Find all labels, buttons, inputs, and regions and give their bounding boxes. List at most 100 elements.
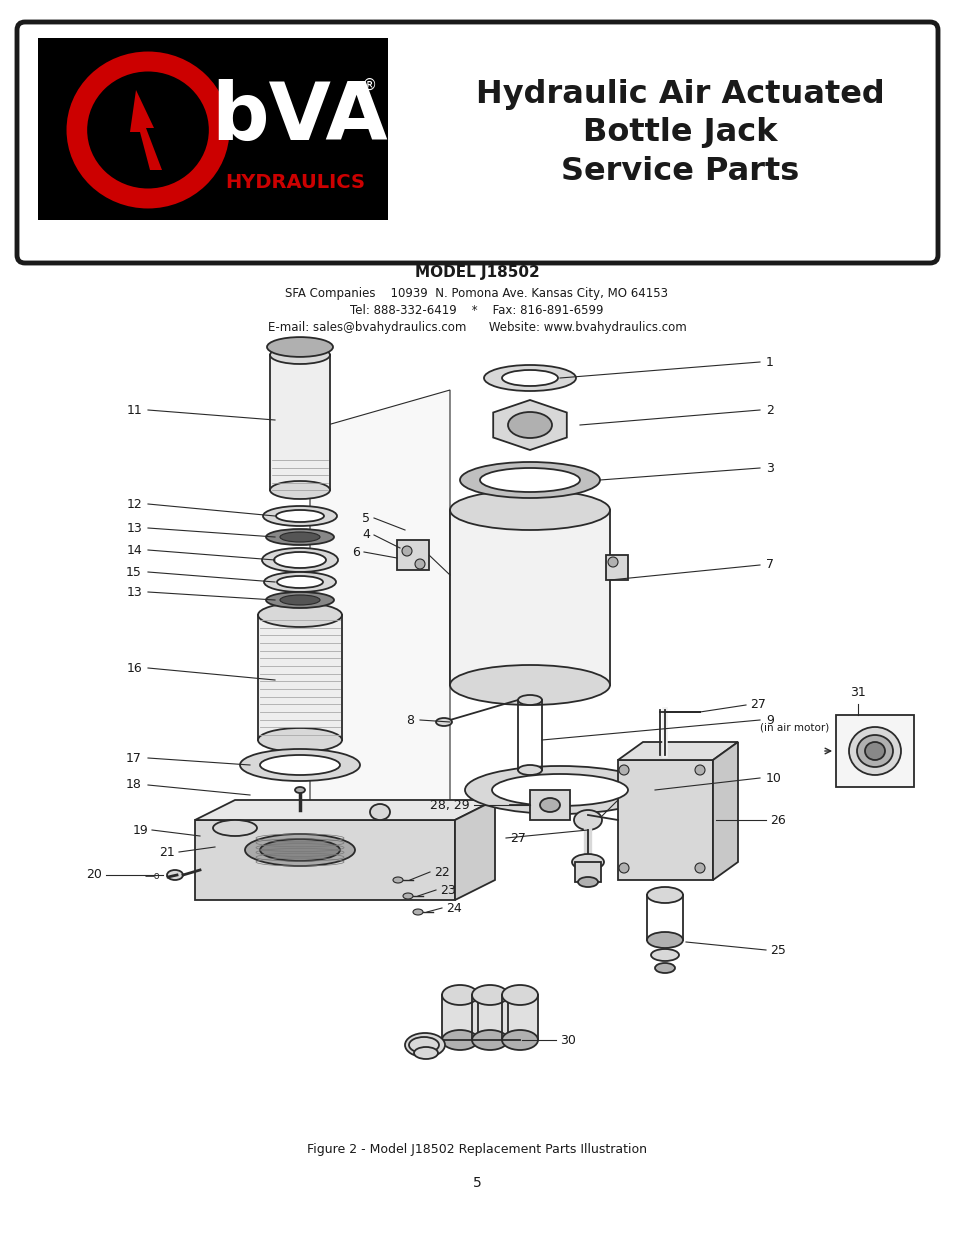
Ellipse shape [415, 559, 424, 569]
Text: bVA: bVA [212, 79, 388, 157]
Text: 15: 15 [126, 566, 142, 578]
Ellipse shape [501, 1030, 537, 1050]
Text: 24: 24 [446, 902, 461, 914]
Ellipse shape [436, 718, 452, 726]
Text: 4: 4 [362, 529, 370, 541]
Text: SFA Companies    10939  N. Pomona Ave. Kansas City, MO 64153: SFA Companies 10939 N. Pomona Ave. Kansa… [285, 287, 668, 300]
Ellipse shape [260, 755, 339, 776]
Ellipse shape [483, 366, 576, 391]
Text: 30: 30 [559, 1034, 576, 1046]
Ellipse shape [572, 853, 603, 869]
Ellipse shape [450, 664, 609, 705]
Polygon shape [194, 800, 495, 820]
Bar [835, 715, 913, 787]
Polygon shape [501, 995, 537, 1040]
Polygon shape [441, 995, 477, 1040]
Ellipse shape [459, 462, 599, 498]
Ellipse shape [260, 839, 339, 861]
Text: 11: 11 [126, 404, 142, 416]
Ellipse shape [517, 764, 541, 776]
Ellipse shape [402, 893, 413, 899]
Ellipse shape [607, 557, 618, 567]
Ellipse shape [276, 576, 323, 588]
Text: 2: 2 [765, 404, 773, 416]
Ellipse shape [280, 532, 319, 542]
Text: 3: 3 [765, 462, 773, 474]
Text: 23: 23 [439, 883, 456, 897]
Ellipse shape [280, 595, 319, 605]
Polygon shape [472, 995, 507, 1040]
Text: 27: 27 [510, 831, 525, 845]
FancyBboxPatch shape [17, 22, 937, 263]
Polygon shape [618, 742, 738, 760]
Polygon shape [257, 615, 341, 740]
Ellipse shape [370, 804, 390, 820]
Ellipse shape [240, 748, 359, 781]
Ellipse shape [294, 787, 305, 793]
Text: 10: 10 [765, 772, 781, 784]
Ellipse shape [472, 1030, 507, 1050]
Ellipse shape [167, 869, 183, 881]
Ellipse shape [655, 963, 675, 973]
Text: MODEL J18502: MODEL J18502 [415, 264, 538, 279]
Ellipse shape [263, 506, 336, 526]
Ellipse shape [574, 810, 601, 830]
Text: 12: 12 [126, 498, 142, 510]
Ellipse shape [450, 490, 609, 530]
Ellipse shape [87, 72, 209, 189]
Ellipse shape [501, 986, 537, 1005]
Text: 16: 16 [126, 662, 142, 674]
Text: 28, 29: 28, 29 [430, 799, 470, 811]
Ellipse shape [262, 548, 337, 572]
Text: 20: 20 [86, 868, 102, 882]
Text: 14: 14 [126, 543, 142, 557]
Bar [618, 760, 712, 881]
Text: Service Parts: Service Parts [560, 156, 799, 186]
Ellipse shape [409, 1037, 438, 1053]
Bar [396, 540, 429, 571]
Ellipse shape [257, 727, 341, 752]
Text: Figure 2 - Model J18502 Replacement Parts Illustration: Figure 2 - Model J18502 Replacement Part… [307, 1144, 646, 1156]
Ellipse shape [501, 370, 558, 387]
Ellipse shape [393, 877, 402, 883]
Ellipse shape [492, 774, 627, 806]
Ellipse shape [70, 56, 226, 205]
Ellipse shape [517, 695, 541, 705]
Text: —o: —o [144, 871, 160, 881]
Ellipse shape [646, 932, 682, 948]
Ellipse shape [270, 480, 330, 499]
Text: HYDRAULICS: HYDRAULICS [225, 173, 365, 191]
Ellipse shape [464, 766, 655, 814]
Bar [194, 820, 455, 900]
Ellipse shape [695, 863, 704, 873]
Text: 5: 5 [361, 511, 370, 525]
Polygon shape [712, 742, 738, 881]
Text: 22: 22 [434, 866, 449, 878]
Text: 21: 21 [159, 846, 174, 858]
Text: Tel: 888-332-6419    *    Fax: 816-891-6599: Tel: 888-332-6419 * Fax: 816-891-6599 [350, 304, 603, 316]
Text: 25: 25 [769, 944, 785, 956]
Ellipse shape [618, 863, 628, 873]
Text: E-mail: sales@bvahydraulics.com      Website: www.bvahydraulics.com: E-mail: sales@bvahydraulics.com Website:… [268, 321, 685, 333]
Ellipse shape [472, 986, 507, 1005]
Text: Hydraulic Air Actuated: Hydraulic Air Actuated [476, 79, 883, 110]
Text: 8: 8 [406, 714, 414, 726]
Ellipse shape [650, 948, 679, 961]
Bar [605, 555, 627, 580]
Ellipse shape [441, 986, 477, 1005]
Polygon shape [493, 400, 566, 450]
Ellipse shape [257, 603, 341, 627]
Ellipse shape [539, 798, 559, 811]
Polygon shape [310, 390, 450, 860]
Bar [575, 862, 600, 882]
Polygon shape [450, 510, 609, 685]
Ellipse shape [401, 546, 412, 556]
Ellipse shape [274, 552, 326, 568]
Text: 6: 6 [352, 546, 359, 558]
Ellipse shape [578, 877, 598, 887]
Ellipse shape [266, 592, 334, 608]
Polygon shape [270, 354, 330, 490]
Text: 17: 17 [126, 752, 142, 764]
Ellipse shape [864, 742, 884, 760]
Ellipse shape [213, 820, 256, 836]
